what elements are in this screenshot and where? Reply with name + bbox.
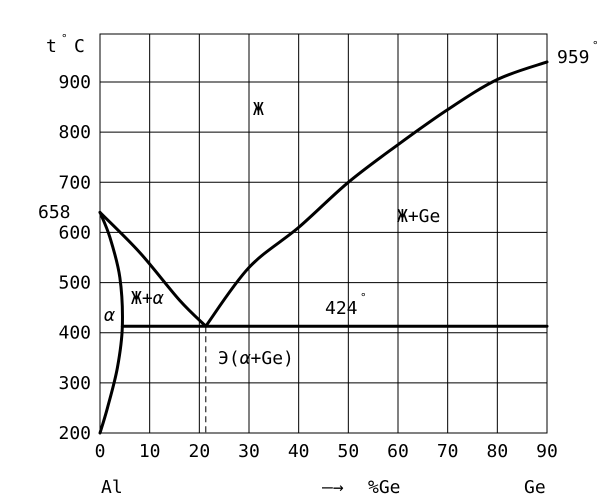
y-tick-label: 200 xyxy=(58,423,91,444)
melting-point-ge: 959 xyxy=(557,47,590,68)
x-axis-arrow: —→ xyxy=(322,477,344,498)
y-tick-label: 600 xyxy=(58,222,91,243)
grid xyxy=(99,33,548,434)
x-tick-label: 50 xyxy=(337,441,359,462)
region-liquid: Ж xyxy=(253,99,264,120)
x-tick-label: 20 xyxy=(188,441,210,462)
x-tick-label: 80 xyxy=(486,441,508,462)
x-axis-label-ge-percent: %Ge xyxy=(368,477,401,498)
y-axis-label-unit: C xyxy=(74,36,85,57)
x-tick-labels: 0 10 20 30 40 50 60 70 80 90 xyxy=(95,441,558,462)
liquidus-al-side xyxy=(98,210,208,328)
y-tick-label: 500 xyxy=(58,273,91,294)
degree-mark-ge: ° xyxy=(592,39,599,52)
y-tick-label: 700 xyxy=(58,172,91,193)
x-axis-label-ge: Ge xyxy=(524,477,546,498)
phase-curves xyxy=(98,60,549,435)
x-tick-label: 30 xyxy=(238,441,260,462)
y-tick-label: 300 xyxy=(58,373,91,394)
melting-point-al: 658 xyxy=(38,202,71,223)
x-tick-label: 10 xyxy=(139,441,161,462)
x-tick-label: 60 xyxy=(387,441,409,462)
degree-mark-eutectic: ° xyxy=(360,291,367,304)
region-alpha: α xyxy=(104,305,115,326)
region-liquid-alpha: Ж+α xyxy=(131,288,164,309)
y-axis-label-t: t xyxy=(46,36,57,57)
y-tick-labels: 200 300 400 500 600 700 800 900 xyxy=(58,72,91,444)
degree-mark-axis: ° xyxy=(61,32,68,45)
region-liquid-ge: Ж+Ge xyxy=(397,206,440,227)
x-tick-label: 70 xyxy=(437,441,459,462)
x-tick-label: 90 xyxy=(536,441,558,462)
plot-frame xyxy=(99,33,548,434)
eutectic-temperature-label: 424 xyxy=(325,298,358,319)
x-axis-label-al: Al xyxy=(101,477,123,498)
y-tick-label: 900 xyxy=(58,72,91,93)
region-eutectic: Э(α+Ge) xyxy=(218,348,294,369)
x-tick-label: 40 xyxy=(288,441,310,462)
x-tick-label: 0 xyxy=(95,441,106,462)
liquidus-ge-side xyxy=(204,60,549,328)
y-tick-label: 400 xyxy=(58,323,91,344)
y-tick-label: 800 xyxy=(58,122,91,143)
